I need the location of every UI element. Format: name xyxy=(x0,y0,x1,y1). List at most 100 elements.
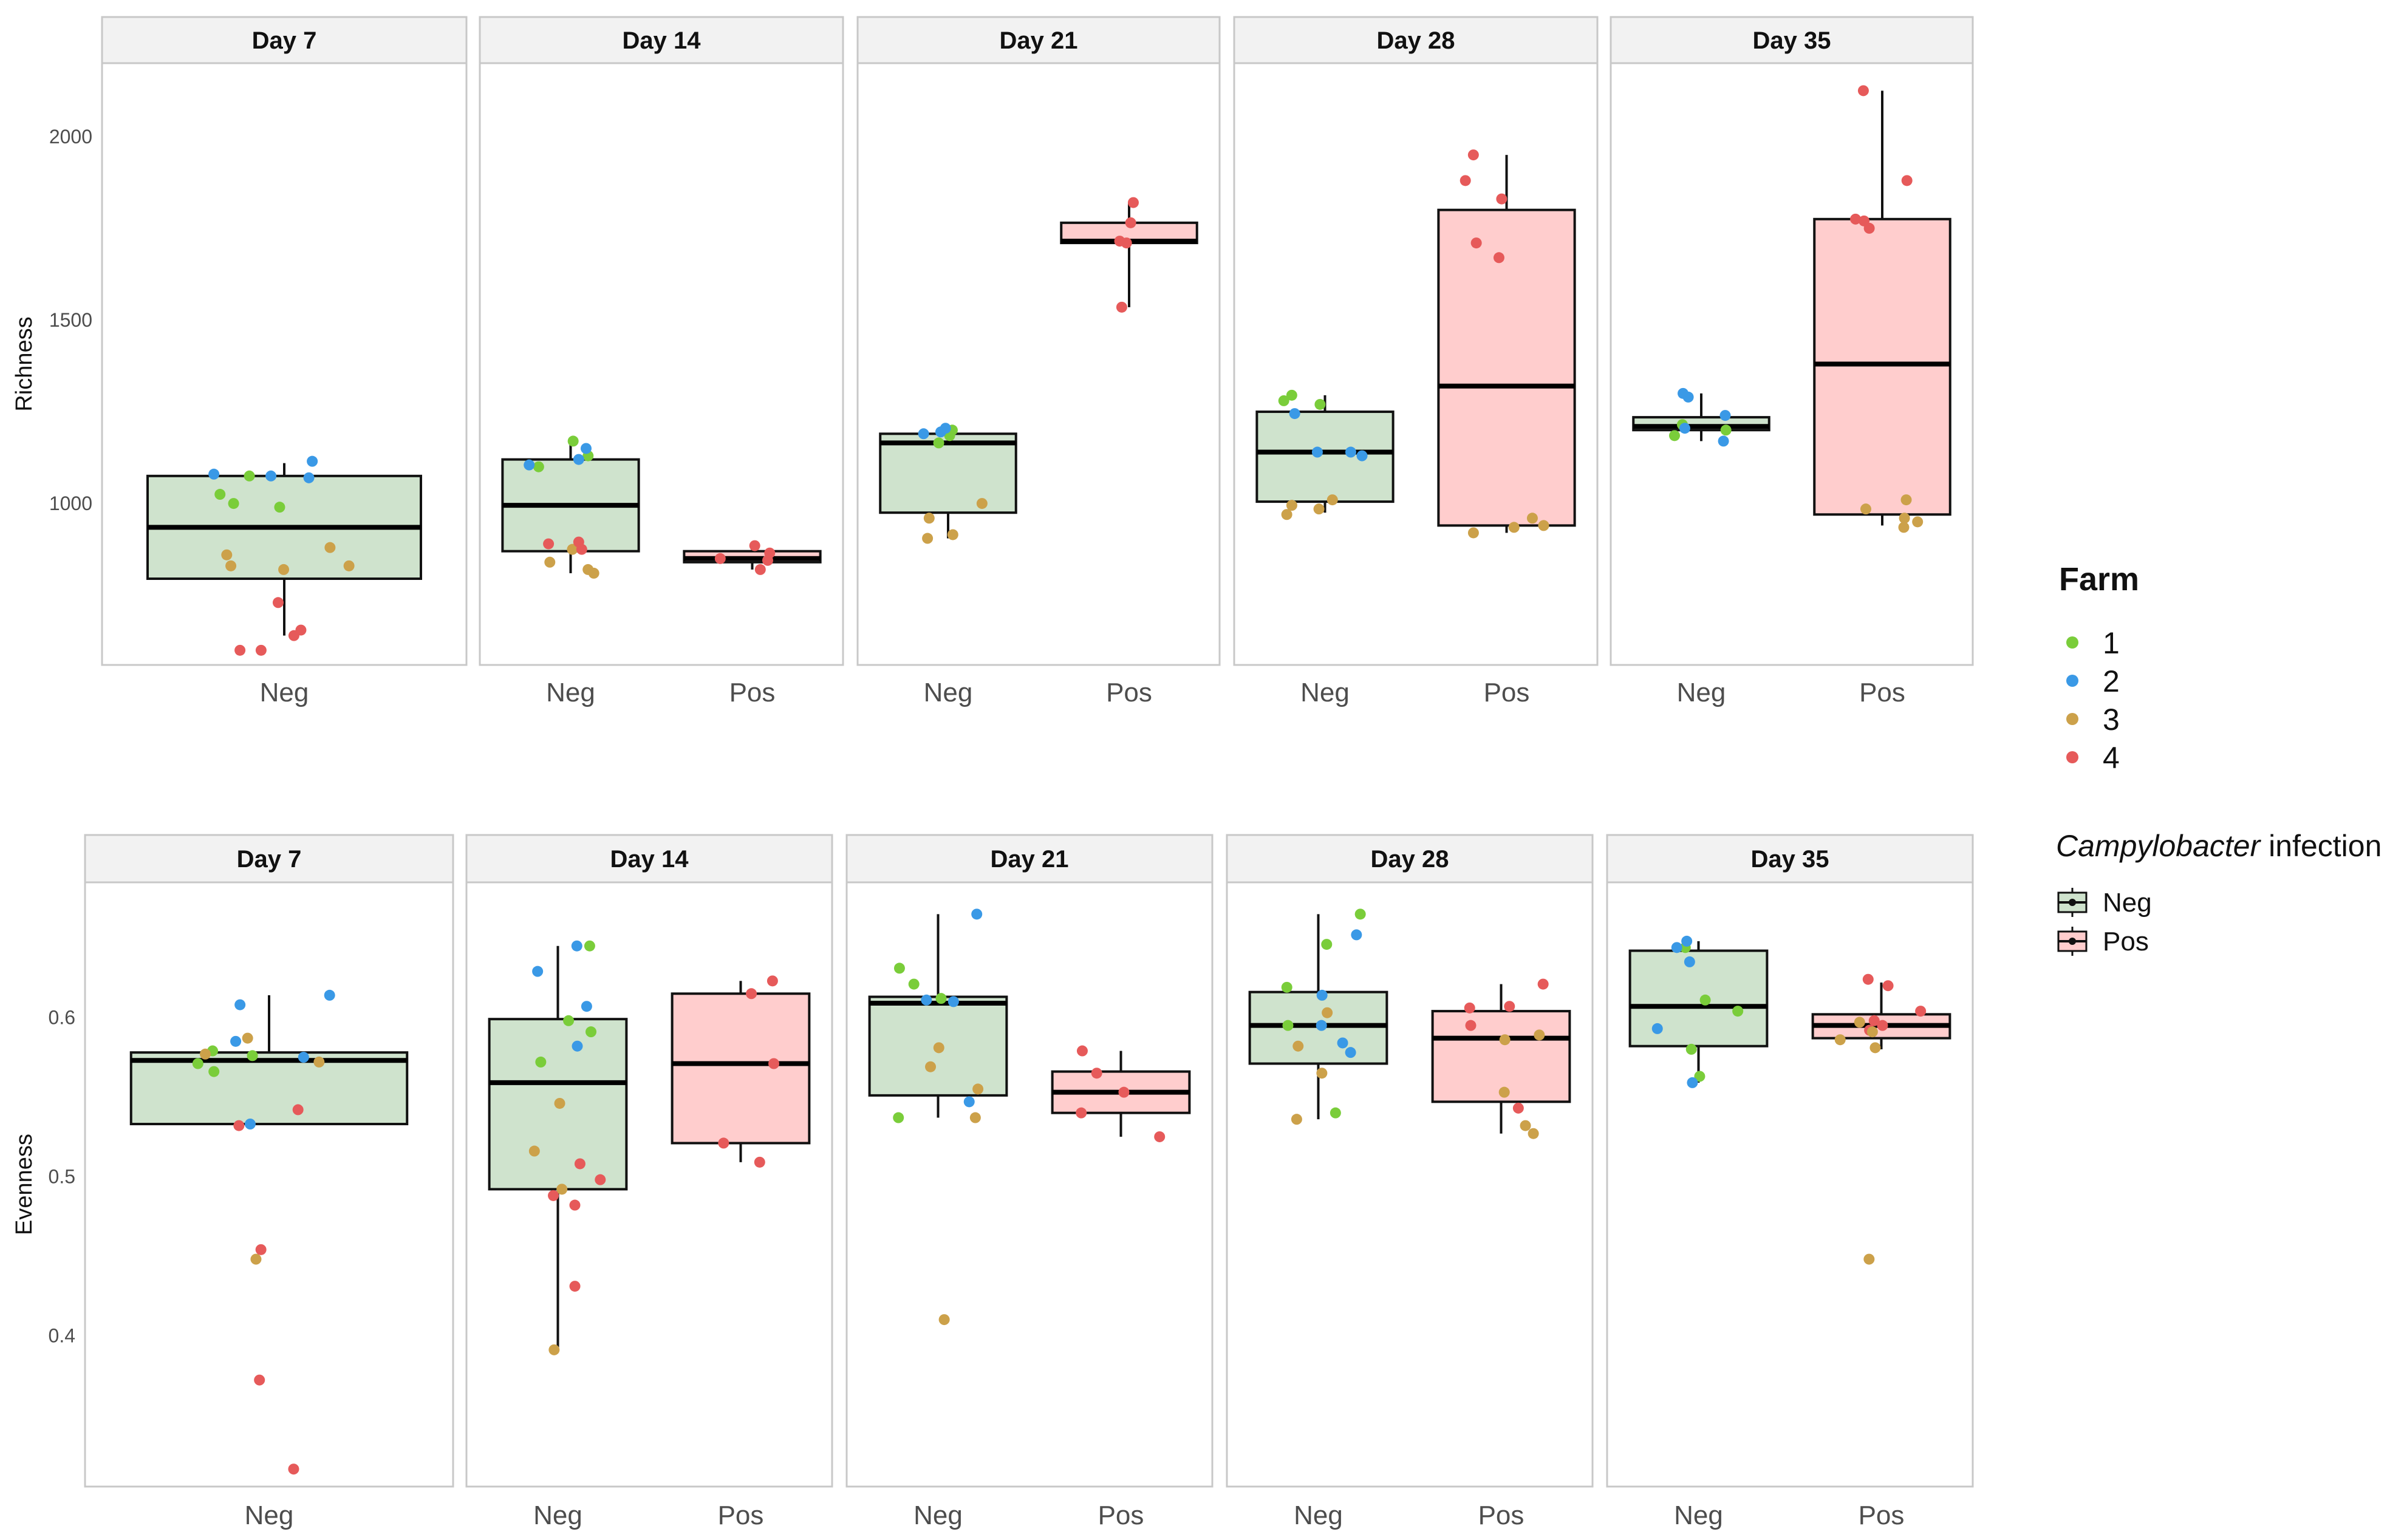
panel-day-7: Day 7 Neg xyxy=(84,834,454,1530)
x-category-label: Pos xyxy=(729,678,776,707)
box xyxy=(1431,1010,1571,1103)
plots: Richness 1000 1500 2000 Day 7 Neg Day 14 Neg Pos… xyxy=(12,16,1974,1530)
data-point-farm-2 xyxy=(971,908,983,920)
facet-label: Day 14 xyxy=(623,27,702,54)
data-point-farm-1 xyxy=(1669,430,1681,441)
data-point-farm-2 xyxy=(963,1096,975,1108)
data-point-farm-3 xyxy=(1286,500,1297,511)
data-point-farm-2 xyxy=(1337,1037,1348,1049)
data-point-farm-3 xyxy=(1291,1114,1302,1125)
panel-day-14: Day 14 Neg Pos xyxy=(479,16,844,707)
x-category-label: Pos xyxy=(1478,1501,1524,1530)
data-point-farm-4 xyxy=(718,1137,729,1149)
data-point-farm-4 xyxy=(1863,222,1875,234)
box-group-neg xyxy=(1255,389,1395,520)
box-group-pos xyxy=(1431,978,1571,1139)
infection-legend-title: Campylobacter infection xyxy=(2056,829,2381,863)
box-group-neg xyxy=(1628,935,1769,1088)
data-point-farm-3 xyxy=(933,1042,944,1054)
y-tick-label: 0.4 xyxy=(49,1324,75,1346)
box-group-neg xyxy=(879,423,1017,544)
legend-farm-label: 3 xyxy=(2103,703,2120,737)
data-point-farm-3 xyxy=(1322,1007,1333,1018)
data-point-farm-2 xyxy=(947,996,959,1007)
data-point-farm-1 xyxy=(1685,1043,1697,1055)
panel-day-7: Day 7 Neg xyxy=(101,16,468,707)
x-category-label: Neg xyxy=(1300,678,1350,707)
data-point-farm-4 xyxy=(576,543,587,555)
data-point-farm-4 xyxy=(1116,301,1127,313)
data-point-farm-4 xyxy=(1496,193,1507,205)
data-point-farm-3 xyxy=(1866,1026,1878,1038)
data-point-farm-4 xyxy=(1877,1020,1888,1031)
data-point-farm-4 xyxy=(569,1199,581,1211)
data-point-farm-1 xyxy=(247,1050,258,1061)
facet-strip xyxy=(479,16,844,64)
x-category-label: Neg xyxy=(1677,678,1726,707)
infection-legend-title-rest: infection xyxy=(2260,829,2381,863)
data-point-farm-4 xyxy=(234,644,246,656)
data-point-farm-4 xyxy=(1862,973,1874,985)
facet-label: Day 28 xyxy=(1377,27,1455,54)
box xyxy=(1255,411,1395,503)
data-point-farm-2 xyxy=(573,454,584,465)
data-point-farm-2 xyxy=(1681,935,1693,947)
data-point-farm-3 xyxy=(1316,1068,1328,1079)
data-point-farm-4 xyxy=(1125,217,1136,228)
panel-border xyxy=(845,881,1214,1488)
data-point-farm-2 xyxy=(1719,410,1731,421)
data-point-farm-1 xyxy=(1282,1020,1294,1031)
data-point-farm-4 xyxy=(1493,252,1504,264)
data-point-farm-2 xyxy=(921,994,932,1006)
y-tick-label: 0.5 xyxy=(49,1165,75,1187)
data-point-farm-1 xyxy=(567,435,579,447)
data-point-farm-4 xyxy=(255,1244,267,1255)
panel-day-35: Day 35 Neg Pos xyxy=(1610,16,1974,707)
data-point-farm-1 xyxy=(1321,939,1333,950)
data-point-farm-2 xyxy=(581,1001,592,1012)
data-point-farm-3 xyxy=(324,542,336,553)
data-point-farm-3 xyxy=(567,543,578,555)
panel-border xyxy=(1606,881,1974,1488)
data-point-farm-3 xyxy=(554,1097,565,1109)
x-category-label: Neg xyxy=(260,678,309,707)
data-point-farm-4 xyxy=(288,630,299,641)
x-category-label: Pos xyxy=(1106,678,1152,707)
data-point-farm-4 xyxy=(574,1158,586,1170)
data-point-farm-2 xyxy=(208,468,220,480)
legend-infection-label: Neg xyxy=(2103,888,2152,918)
data-point-farm-4 xyxy=(1076,1107,1087,1119)
data-point-farm-4 xyxy=(543,538,555,550)
data-point-farm-2 xyxy=(1682,391,1694,403)
data-point-farm-1 xyxy=(908,978,920,990)
facet-label: Day 21 xyxy=(1000,27,1078,54)
data-point-farm-2 xyxy=(1684,956,1695,967)
legend-infection-label: Pos xyxy=(2103,927,2149,956)
data-point-farm-3 xyxy=(1528,1128,1539,1139)
box xyxy=(1813,217,1951,516)
panel-day-21: Day 21 Neg Pos xyxy=(845,834,1214,1530)
legend-farm-key xyxy=(2066,636,2078,649)
data-point-farm-2 xyxy=(1289,408,1300,420)
data-point-farm-4 xyxy=(1091,1068,1102,1079)
data-point-farm-3 xyxy=(947,529,958,540)
legend-key-dot xyxy=(2069,899,2076,906)
data-point-farm-3 xyxy=(544,556,556,568)
data-point-farm-3 xyxy=(199,1048,211,1060)
data-point-farm-3 xyxy=(1508,522,1520,533)
data-point-farm-1 xyxy=(586,1026,597,1038)
data-point-farm-3 xyxy=(1534,1029,1545,1041)
data-point-farm-3 xyxy=(925,1061,937,1072)
panel-border xyxy=(1233,62,1599,666)
x-category-label: Pos xyxy=(1859,678,1905,707)
panel-day-21: Day 21 Neg Pos xyxy=(856,16,1221,707)
data-point-farm-1 xyxy=(893,1112,904,1123)
data-point-farm-1 xyxy=(1286,389,1297,401)
data-point-farm-4 xyxy=(254,1374,265,1386)
data-point-farm-3 xyxy=(976,498,988,509)
data-point-farm-3 xyxy=(1834,1034,1846,1046)
data-point-farm-2 xyxy=(1651,1023,1663,1034)
legend-farm-label: 2 xyxy=(2103,664,2120,698)
data-point-farm-3 xyxy=(1520,1120,1531,1131)
data-point-farm-1 xyxy=(1699,994,1711,1006)
